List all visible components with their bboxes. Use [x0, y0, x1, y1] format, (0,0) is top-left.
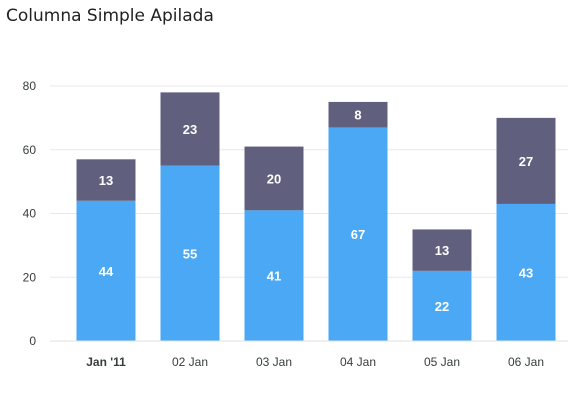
bars: [76, 92, 556, 341]
data-label: 8: [354, 108, 361, 123]
x-tick-label: 04 Jan: [340, 355, 376, 369]
data-labels: 44 13 55 23 41 20 67 8 22 13 43 27: [99, 108, 533, 314]
data-label: 67: [351, 227, 365, 242]
x-tick-label: 02 Jan: [172, 355, 208, 369]
bar-segment: [412, 229, 472, 271]
bar-segment: [328, 127, 388, 341]
bar-segment: [496, 117, 556, 204]
x-axis-ticks: Jan '11 02 Jan 03 Jan 04 Jan 05 Jan 06 Jan: [86, 355, 544, 369]
bar-segment: [160, 92, 220, 166]
data-label: 20: [267, 171, 281, 186]
bar-segment: [244, 146, 304, 211]
data-label: 22: [435, 299, 449, 314]
y-tick-label: 60: [23, 143, 37, 157]
y-tick-label: 0: [29, 334, 36, 348]
bar-segment: [160, 165, 220, 341]
y-axis-ticks: 0 20 40 60 80: [23, 79, 37, 348]
data-label: 13: [99, 173, 113, 188]
data-label: 44: [99, 264, 114, 279]
bar-segment: [328, 101, 388, 128]
chart-title: Columna Simple Apilada: [6, 6, 214, 26]
bar-segment: [412, 270, 472, 341]
data-label: 55: [183, 246, 197, 261]
x-tick-label: 06 Jan: [508, 355, 544, 369]
bar-segment: [496, 203, 556, 341]
data-label: 13: [435, 243, 449, 258]
y-tick-label: 80: [23, 79, 37, 93]
y-tick-label: 40: [23, 207, 37, 221]
x-tick-label: 03 Jan: [256, 355, 292, 369]
y-tick-label: 20: [23, 270, 37, 284]
grid-lines: [50, 85, 568, 278]
data-label: 23: [183, 122, 197, 137]
x-tick-label: 05 Jan: [424, 355, 460, 369]
bar-segment: [76, 159, 136, 201]
data-label: 43: [519, 265, 533, 280]
x-tick-label: Jan '11: [86, 355, 126, 369]
data-label: 41: [267, 269, 281, 284]
bar-segment: [76, 200, 136, 341]
data-label: 27: [519, 154, 533, 169]
bar-segment: [244, 210, 304, 341]
